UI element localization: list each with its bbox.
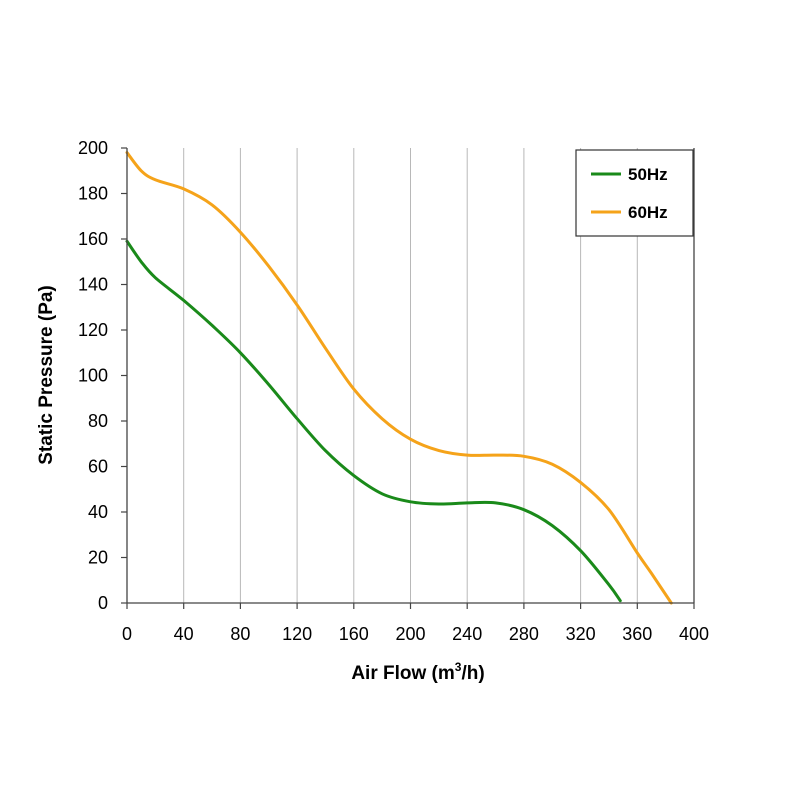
x-tick-label-0: 0: [122, 624, 132, 644]
y-tick-label-140: 140: [78, 275, 108, 295]
y-tick-label-0: 0: [98, 593, 108, 613]
y-tick-label-20: 20: [88, 548, 108, 568]
x-tick-label-240: 240: [452, 624, 482, 644]
y-axis-title: Static Pressure (Pa): [36, 285, 57, 465]
series-line-60hz: [125, 151, 673, 605]
y-tick-label-160: 160: [78, 229, 108, 249]
x-tick-label-360: 360: [622, 624, 652, 644]
x-tick-label-400: 400: [679, 624, 709, 644]
legend-label-60hz: 60Hz: [628, 203, 668, 222]
y-tick-label-80: 80: [88, 411, 108, 431]
x-tick-label-80: 80: [230, 624, 250, 644]
y-tick-label-200: 200: [78, 138, 108, 158]
x-axis-title-main: Air Flow (m: [351, 663, 454, 684]
x-axis-title-suffix: /h): [461, 663, 484, 684]
gridlines: [183, 148, 638, 603]
x-tick-label-200: 200: [395, 624, 425, 644]
legend-box: [575, 149, 694, 237]
legend-label-50hz: 50Hz: [628, 165, 668, 184]
x-tick-label-160: 160: [339, 624, 369, 644]
x-tick-label-320: 320: [566, 624, 596, 644]
x-tick-label-40: 40: [174, 624, 194, 644]
x-tick-label-120: 120: [282, 624, 312, 644]
series-line-50hz: [125, 239, 622, 603]
axes: [121, 147, 695, 609]
x-tick-label-280: 280: [509, 624, 539, 644]
series-lines: [125, 151, 673, 605]
y-tick-label-180: 180: [78, 184, 108, 204]
x-axis-title-superscript: 3: [455, 660, 462, 674]
tick-labels: 0 40 80 120 160 200 240 280 320 360 400 0 20 40 60 80 10…: [78, 138, 709, 644]
legend: 50Hz 60Hz: [575, 149, 694, 237]
x-axis-title: Air Flow (m3/h): [351, 660, 484, 684]
y-tick-label-100: 100: [78, 366, 108, 386]
y-tick-label-120: 120: [78, 320, 108, 340]
y-tick-label-60: 60: [88, 457, 108, 477]
y-tick-label-40: 40: [88, 502, 108, 522]
